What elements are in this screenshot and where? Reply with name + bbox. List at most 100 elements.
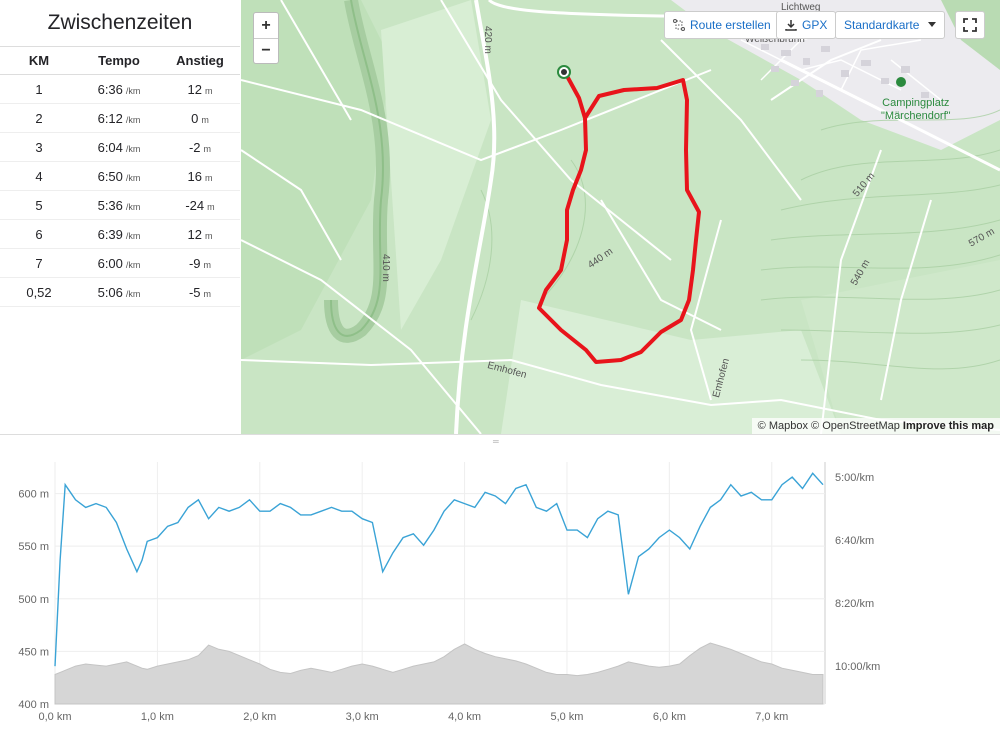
elevation-area xyxy=(54,642,824,705)
split-anstieg: 16 m xyxy=(160,161,240,191)
create-route-button[interactable]: Route erstellen xyxy=(664,11,780,39)
splits-table: KM Tempo Anstieg 1 6:36/km 12 m 2 6:12/km 0 m 3 6… xyxy=(0,46,240,307)
x-tick-label: 7,0 km xyxy=(755,711,788,723)
split-km: 2 xyxy=(0,103,78,133)
header-km[interactable]: KM xyxy=(0,46,78,75)
chevron-down-icon xyxy=(928,22,936,27)
header-anstieg[interactable]: Anstieg xyxy=(160,46,240,75)
split-anstieg-unit: m xyxy=(201,114,209,125)
split-tempo-unit: /km xyxy=(125,288,141,299)
campsite-label-line-2: "Märchendorf" xyxy=(881,110,951,122)
split-km: 5 xyxy=(0,190,78,220)
y-left-tick-label: 400 m xyxy=(18,699,49,711)
y-left-tick-label: 450 m xyxy=(18,646,49,658)
create-route-label: Route erstellen xyxy=(690,18,771,32)
split-tempo: 6:39/km xyxy=(78,219,160,249)
pace-line xyxy=(54,472,824,667)
split-tempo-value: 6:39 xyxy=(97,226,123,242)
split-anstieg-unit: m xyxy=(203,288,212,299)
route-icon xyxy=(673,19,685,31)
split-tempo-unit: /km xyxy=(125,201,141,212)
x-tick-label: 5,0 km xyxy=(550,711,583,723)
split-anstieg-unit: m xyxy=(204,85,213,96)
header-tempo[interactable]: Tempo xyxy=(78,46,160,75)
split-tempo: 6:00/km xyxy=(78,248,160,278)
drag-handle-icon[interactable]: ═ xyxy=(493,437,499,446)
split-km: 6 xyxy=(0,219,78,249)
campsite-label: Campingplatz "Märchendorf" xyxy=(881,97,951,123)
split-tempo: 6:36/km xyxy=(78,74,160,104)
y-right-tick-label: 8:20/km xyxy=(835,598,874,610)
split-anstieg-value: -24 xyxy=(185,197,205,213)
split-km: 4 xyxy=(0,161,78,191)
attribution-osm[interactable]: © OpenStreetMap xyxy=(811,420,900,432)
y-left-tick-label: 550 m xyxy=(18,541,49,553)
split-km: 0,52 xyxy=(0,277,78,307)
gpx-label: GPX xyxy=(802,18,828,32)
elevation-pace-chart[interactable]: 0,0 km 1,0 km 2,0 km 3,0 km 4,0 km 5,0 km 6,0 … xyxy=(0,444,1000,744)
y-left-tick-label: 600 m xyxy=(18,489,49,501)
road-label-top: Lichtweg xyxy=(781,2,821,13)
split-anstieg-unit: m xyxy=(207,201,215,212)
attribution-mapbox[interactable]: © Mapbox xyxy=(757,420,808,432)
split-anstieg: 12 m xyxy=(160,219,240,249)
split-tempo-value: 6:36 xyxy=(97,81,123,97)
split-anstieg: 12 m xyxy=(160,74,240,104)
campsite-label-line-1: Campingplatz xyxy=(882,97,950,109)
fullscreen-button[interactable] xyxy=(955,11,985,39)
split-tempo: 5:06/km xyxy=(78,277,160,307)
x-tick-label: 4,0 km xyxy=(448,711,481,723)
fullscreen-icon xyxy=(963,18,977,32)
contour-label-420: 420 m xyxy=(482,26,493,54)
split-anstieg: -24 m xyxy=(160,190,240,220)
split-anstieg: -9 m xyxy=(160,248,240,278)
panel-resize-handle[interactable]: ═ xyxy=(0,434,1000,446)
gpx-download-button[interactable]: GPX xyxy=(776,11,837,39)
split-anstieg-value: -2 xyxy=(188,139,201,155)
split-tempo-value: 6:50 xyxy=(97,168,123,184)
split-km: 7 xyxy=(0,248,78,278)
split-anstieg-unit: m xyxy=(204,172,213,183)
split-anstieg-value: 12 xyxy=(187,81,202,97)
split-row[interactable]: 3 6:04/km -2 m xyxy=(0,132,240,162)
x-tick-label: 2,0 km xyxy=(243,711,276,723)
improve-map-link[interactable]: Improve this map xyxy=(902,420,994,432)
split-row[interactable]: 2 6:12/km 0 m xyxy=(0,103,240,133)
split-row[interactable]: 4 6:50/km 16 m xyxy=(0,161,240,191)
split-anstieg-unit: m xyxy=(203,259,212,270)
split-tempo-unit: /km xyxy=(125,114,141,125)
zoom-in-button[interactable]: + xyxy=(261,16,271,34)
place-label-weissenbrunn: Weißenbrunn xyxy=(745,34,805,45)
split-tempo: 6:50/km xyxy=(78,161,160,191)
split-tempo-value: 6:04 xyxy=(97,139,123,155)
x-tick-label: 1,0 km xyxy=(141,711,174,723)
y-right-tick-label: 5:00/km xyxy=(835,472,874,484)
split-anstieg-value: -9 xyxy=(188,255,201,271)
split-row[interactable]: 7 6:00/km -9 m xyxy=(0,248,240,278)
x-tick-label: 3,0 km xyxy=(346,711,379,723)
split-anstieg-value: 0 xyxy=(191,110,199,126)
split-row[interactable]: 1 6:36/km 12 m xyxy=(0,74,240,104)
x-tick-label: 6,0 km xyxy=(653,711,686,723)
split-tempo-unit: /km xyxy=(125,259,141,270)
split-anstieg: -5 m xyxy=(160,277,240,307)
split-km: 1 xyxy=(0,74,78,104)
split-tempo: 6:04/km xyxy=(78,132,160,162)
map-style-select[interactable]: Standardkarte xyxy=(835,11,945,39)
map-canvas xyxy=(241,0,1000,434)
splits-title: Zwischenzeiten xyxy=(47,11,193,34)
split-row[interactable]: 0,52 5:06/km -5 m xyxy=(0,277,240,307)
splits-header-row: KM Tempo Anstieg xyxy=(0,46,240,75)
route-map[interactable]: 420 m 410 m 440 m 510 m 540 m 570 m Weiß… xyxy=(241,0,1000,434)
split-row[interactable]: 5 5:36/km -24 m xyxy=(0,190,240,220)
zoom-out-button[interactable]: − xyxy=(254,38,278,63)
y-left-tick-label: 500 m xyxy=(18,594,49,606)
split-tempo: 5:36/km xyxy=(78,190,160,220)
split-km: 3 xyxy=(0,132,78,162)
split-tempo-value: 5:36 xyxy=(97,197,123,213)
zoom-control: + − xyxy=(253,12,279,64)
split-row[interactable]: 6 6:39/km 12 m xyxy=(0,219,240,249)
split-anstieg-value: -5 xyxy=(188,284,201,300)
split-tempo: 6:12/km xyxy=(78,103,160,133)
map-attribution: © Mapbox © OpenStreetMap Improve this ma… xyxy=(751,418,1000,434)
